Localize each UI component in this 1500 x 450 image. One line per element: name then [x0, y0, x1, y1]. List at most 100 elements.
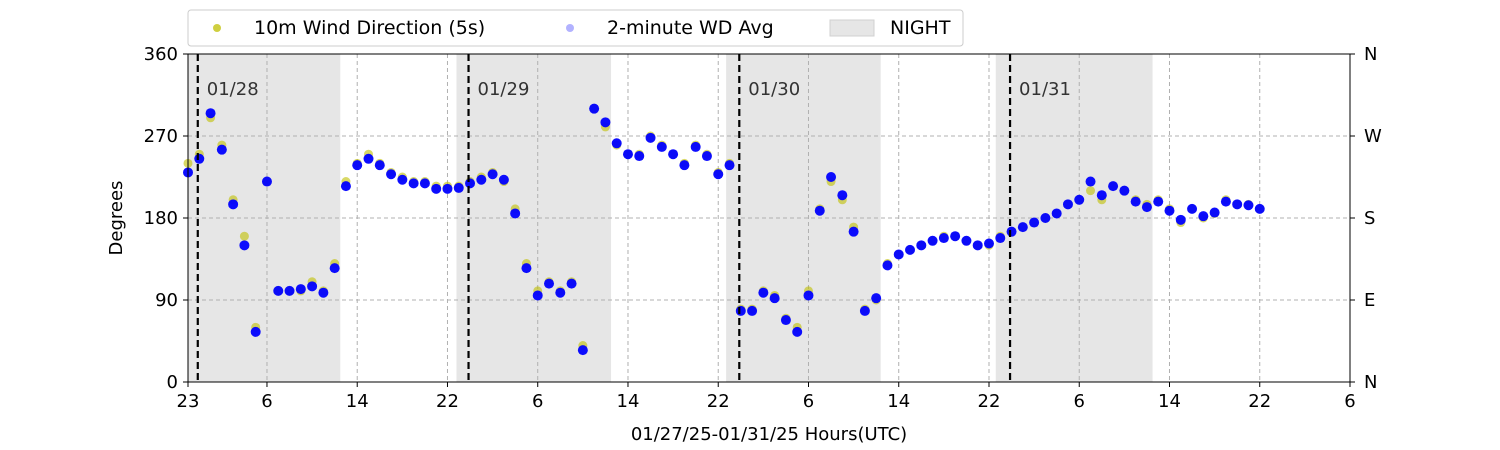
legend-frame — [187, 9, 964, 47]
avg-wd-point — [1085, 176, 1096, 187]
avg-wd-point — [1254, 203, 1265, 214]
avg-wd-point — [261, 176, 272, 187]
avg-wd-point — [397, 174, 408, 185]
avg-wd-point — [205, 108, 216, 119]
avg-wd-point — [972, 240, 983, 251]
x-tick-label: 22 — [436, 391, 459, 412]
avg-wd-point — [735, 305, 746, 316]
axis-ticks-layer: 23 6 14 22 6 14 22 6 14 22 6 14 22 6 0 N 90 E 180 S 270 W 360 N — [144, 44, 1382, 412]
avg-wd-point — [747, 305, 758, 316]
avg-wd-point — [307, 281, 318, 292]
avg-wd-point — [555, 287, 566, 298]
avg-wd-point — [228, 199, 239, 210]
avg-wd-point — [826, 172, 837, 182]
x-tick-label: 6 — [532, 391, 543, 412]
avg-wd-point — [803, 290, 814, 301]
avg-wd-point — [780, 315, 791, 326]
avg-wd-point — [893, 249, 904, 260]
avg-wd-point — [1006, 226, 1017, 237]
avg-wd-point — [792, 326, 803, 337]
x-tick-label: 6 — [803, 391, 814, 412]
avg-wd-point — [645, 132, 656, 143]
x-tick-label: 14 — [887, 391, 910, 412]
avg-wd-point — [690, 141, 701, 152]
avg-wd-point — [386, 169, 397, 180]
avg-wd-point — [250, 326, 261, 337]
y-right-tick-label: N — [1364, 372, 1377, 393]
avg-wd-point — [544, 278, 555, 289]
y-tick-label: 0 — [167, 372, 178, 393]
avg-wd-point — [442, 183, 453, 194]
x-tick-label: 14 — [1158, 391, 1181, 412]
wd-5s-point — [1086, 186, 1096, 196]
avg-wd-point — [769, 293, 780, 304]
avg-wd-point — [1153, 196, 1164, 207]
y-axis-label: Degrees — [106, 181, 127, 256]
avg-wd-point — [1209, 207, 1220, 218]
avg-wd-point — [1187, 203, 1198, 214]
day-label: 01/28 — [207, 79, 259, 100]
avg-wd-point — [374, 160, 385, 171]
avg-wd-point — [1062, 199, 1073, 210]
y-right-tick-label: E — [1364, 290, 1375, 311]
legend-label: NIGHT — [890, 17, 951, 39]
avg-wd-point — [1198, 211, 1209, 222]
avg-wd-point — [882, 260, 893, 271]
y-right-tick-label: N — [1364, 44, 1377, 65]
avg-wd-point — [848, 226, 859, 237]
legend-marker — [213, 24, 221, 32]
y-right-tick-label: S — [1364, 208, 1375, 229]
y-tick-label: 180 — [144, 208, 178, 229]
avg-wd-point — [927, 235, 938, 246]
avg-wd-point — [837, 190, 848, 201]
avg-wd-point — [408, 178, 419, 189]
x-tick-label: 23 — [177, 391, 200, 412]
avg-wd-point — [1164, 205, 1175, 216]
avg-wd-point — [273, 285, 284, 296]
avg-wd-point — [577, 345, 588, 356]
avg-wd-point — [476, 174, 487, 185]
avg-wd-point — [1220, 196, 1231, 207]
avg-wd-point — [1051, 208, 1062, 219]
x-tick-label: 22 — [978, 391, 1001, 412]
avg-wd-point — [1175, 214, 1186, 225]
avg-wd-point — [656, 141, 667, 152]
avg-wd-point — [521, 263, 532, 274]
avg-wd-point — [983, 238, 994, 249]
legend-label: 2-minute WD Avg — [607, 17, 774, 39]
avg-wd-point — [995, 233, 1006, 244]
avg-wd-point — [679, 160, 690, 171]
avg-wd-point — [600, 117, 611, 128]
wd-5s-point — [239, 231, 249, 241]
avg-wd-point — [701, 151, 712, 162]
avg-wd-point — [487, 169, 498, 180]
avg-wd-point — [1040, 213, 1051, 223]
avg-wd-point — [1108, 181, 1119, 192]
avg-wd-point — [510, 208, 521, 219]
x-tick-label: 6 — [1344, 391, 1355, 412]
legend-marker — [566, 24, 574, 32]
avg-wd-point — [961, 235, 972, 246]
avg-wd-point — [1119, 185, 1130, 196]
avg-wd-point — [589, 103, 600, 114]
avg-wd-point — [216, 144, 227, 155]
avg-wd-point — [905, 244, 916, 255]
y-tick-label: 90 — [155, 290, 178, 311]
avg-wd-point — [340, 181, 351, 192]
avg-wd-point — [713, 169, 724, 180]
avg-wd-point — [859, 305, 870, 316]
x-tick-label: 6 — [261, 391, 272, 412]
x-tick-label: 14 — [346, 391, 369, 412]
avg-wd-point — [1243, 200, 1254, 211]
y-tick-label: 270 — [144, 126, 178, 147]
y-tick-label: 360 — [144, 44, 178, 65]
legend: 10m Wind Direction (5s) 2-minute WD Avg NI… — [187, 9, 964, 47]
avg-wd-point — [611, 138, 622, 149]
day-label: 01/29 — [478, 79, 530, 100]
avg-wd-point — [532, 290, 543, 301]
day-label: 01/31 — [1019, 79, 1071, 100]
avg-wd-point — [318, 287, 329, 298]
avg-wd-point — [916, 240, 927, 251]
legend-label: 10m Wind Direction (5s) — [254, 17, 485, 39]
